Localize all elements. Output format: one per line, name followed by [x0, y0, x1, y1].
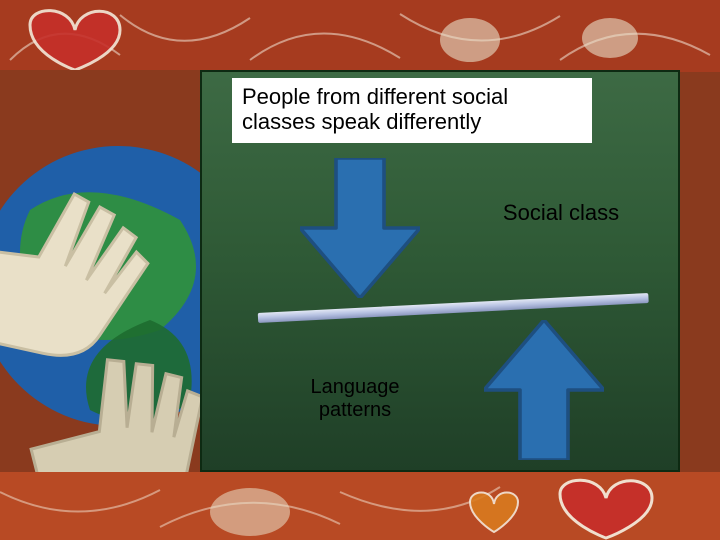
label-social-class: Social class — [496, 200, 626, 225]
arrow-up-icon — [484, 320, 604, 460]
label-language-patterns-text: Language patterns — [311, 376, 400, 421]
slide-title: People from different social classes spe… — [242, 84, 582, 135]
left-art-globe-hands — [0, 70, 232, 474]
label-language-patterns: Language patterns — [280, 376, 430, 422]
arrow-down-icon — [300, 158, 420, 298]
top-band-art — [0, 0, 720, 72]
slide-stage: People from different social classes spe… — [0, 0, 720, 540]
slide-title-box: People from different social classes spe… — [232, 78, 592, 143]
label-social-class-text: Social class — [503, 200, 619, 225]
bottom-band-art — [0, 472, 720, 540]
